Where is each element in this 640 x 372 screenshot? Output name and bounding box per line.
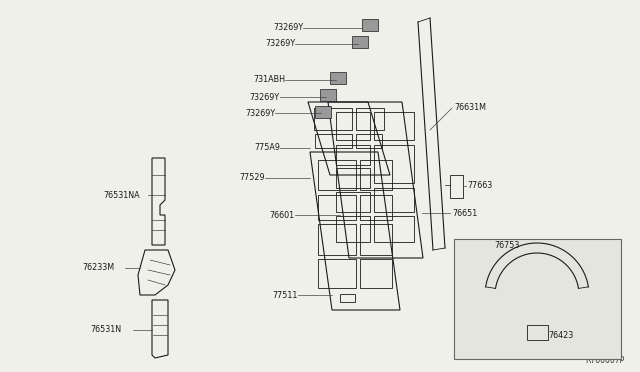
Text: 77663: 77663: [467, 182, 492, 190]
Text: 76531N: 76531N: [90, 326, 121, 334]
Text: 73269Y: 73269Y: [250, 93, 280, 102]
Text: 76601: 76601: [270, 211, 295, 219]
Text: 77529: 77529: [239, 173, 265, 183]
Text: 76423: 76423: [548, 330, 573, 340]
Text: 76531NA: 76531NA: [103, 190, 140, 199]
Text: 731ABH: 731ABH: [253, 76, 285, 84]
Text: 73269Y: 73269Y: [273, 23, 303, 32]
Polygon shape: [352, 36, 368, 48]
Polygon shape: [320, 89, 336, 101]
Text: 77511: 77511: [273, 291, 298, 299]
Text: 76233M: 76233M: [82, 263, 114, 273]
Text: 775A9: 775A9: [254, 144, 280, 153]
Text: 73269Y: 73269Y: [245, 109, 275, 118]
Polygon shape: [315, 106, 331, 118]
Text: 76753: 76753: [494, 241, 520, 250]
FancyBboxPatch shape: [454, 239, 621, 359]
Text: 73269Y: 73269Y: [265, 39, 295, 48]
Text: 76631M: 76631M: [454, 103, 486, 112]
Text: R760007P: R760007P: [586, 356, 625, 365]
Polygon shape: [330, 72, 346, 84]
Polygon shape: [362, 19, 378, 31]
Text: 76651: 76651: [452, 208, 477, 218]
